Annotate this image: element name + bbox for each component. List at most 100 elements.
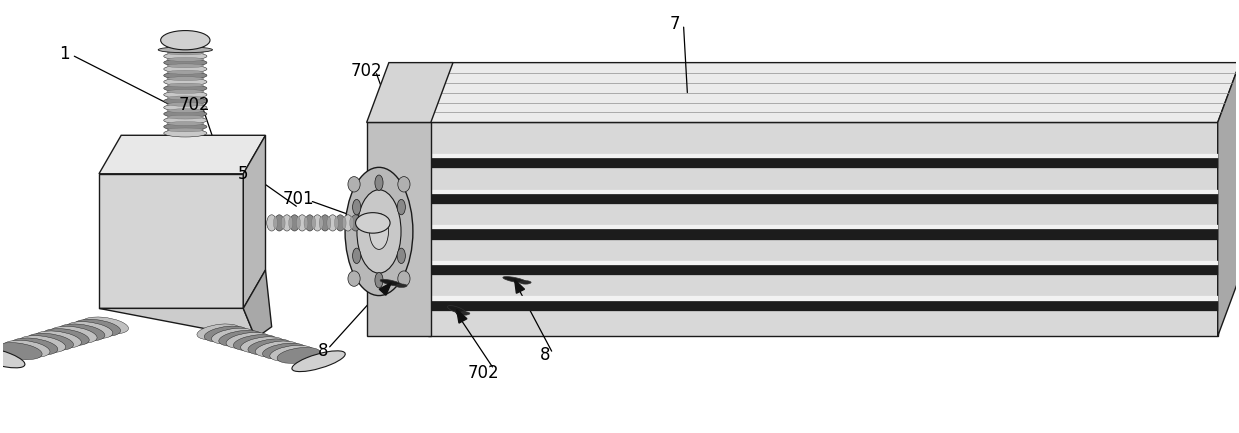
- Text: 8: 8: [318, 342, 328, 360]
- Ellipse shape: [164, 129, 207, 137]
- Ellipse shape: [164, 71, 207, 79]
- Ellipse shape: [167, 115, 203, 119]
- Ellipse shape: [164, 116, 207, 124]
- Polygon shape: [99, 174, 243, 308]
- Ellipse shape: [289, 217, 292, 229]
- Ellipse shape: [19, 336, 66, 352]
- Ellipse shape: [344, 167, 413, 296]
- Ellipse shape: [167, 64, 203, 68]
- Ellipse shape: [320, 217, 323, 229]
- Ellipse shape: [219, 330, 263, 346]
- Ellipse shape: [42, 329, 89, 346]
- Ellipse shape: [169, 126, 203, 134]
- Ellipse shape: [336, 215, 346, 231]
- Ellipse shape: [248, 339, 291, 355]
- Ellipse shape: [348, 271, 361, 286]
- Ellipse shape: [266, 215, 276, 231]
- Ellipse shape: [398, 248, 405, 264]
- Ellipse shape: [167, 122, 203, 126]
- Polygon shape: [1218, 63, 1239, 336]
- Ellipse shape: [353, 248, 361, 264]
- Ellipse shape: [167, 77, 203, 81]
- Ellipse shape: [282, 215, 292, 231]
- Ellipse shape: [296, 217, 300, 229]
- Ellipse shape: [167, 83, 203, 87]
- Ellipse shape: [335, 217, 338, 229]
- Ellipse shape: [274, 217, 278, 229]
- Ellipse shape: [270, 346, 313, 361]
- Ellipse shape: [342, 217, 346, 229]
- Polygon shape: [429, 63, 1239, 123]
- Ellipse shape: [274, 215, 284, 231]
- Text: 5: 5: [238, 165, 249, 183]
- Text: 702: 702: [178, 97, 209, 114]
- Polygon shape: [429, 297, 1218, 301]
- Ellipse shape: [35, 331, 82, 348]
- Ellipse shape: [305, 215, 315, 231]
- Ellipse shape: [447, 306, 466, 314]
- Ellipse shape: [458, 312, 470, 315]
- Ellipse shape: [164, 97, 207, 105]
- Ellipse shape: [255, 341, 299, 357]
- Ellipse shape: [398, 177, 410, 192]
- Polygon shape: [429, 225, 1218, 229]
- Ellipse shape: [167, 70, 203, 74]
- Ellipse shape: [297, 215, 307, 231]
- Ellipse shape: [312, 217, 316, 229]
- Ellipse shape: [348, 177, 361, 192]
- Ellipse shape: [351, 215, 361, 231]
- Text: 8: 8: [540, 346, 551, 365]
- Polygon shape: [429, 261, 1218, 265]
- Ellipse shape: [164, 78, 207, 86]
- Ellipse shape: [349, 217, 353, 229]
- Ellipse shape: [167, 128, 203, 132]
- Ellipse shape: [396, 284, 408, 288]
- Polygon shape: [379, 283, 392, 295]
- Ellipse shape: [212, 328, 255, 344]
- Polygon shape: [429, 123, 1218, 336]
- Ellipse shape: [164, 52, 207, 60]
- Ellipse shape: [74, 319, 120, 336]
- Ellipse shape: [375, 175, 383, 191]
- Ellipse shape: [164, 91, 207, 99]
- Polygon shape: [99, 135, 265, 174]
- Ellipse shape: [357, 190, 401, 273]
- Polygon shape: [429, 229, 1218, 239]
- Ellipse shape: [375, 272, 383, 288]
- Ellipse shape: [503, 277, 527, 283]
- Ellipse shape: [167, 51, 203, 55]
- Ellipse shape: [197, 324, 240, 340]
- Polygon shape: [367, 123, 431, 336]
- Ellipse shape: [225, 333, 270, 349]
- Ellipse shape: [167, 90, 203, 94]
- Ellipse shape: [327, 217, 331, 229]
- Ellipse shape: [240, 337, 284, 353]
- Ellipse shape: [164, 46, 207, 54]
- Ellipse shape: [4, 340, 50, 357]
- Ellipse shape: [281, 217, 285, 229]
- Text: 7: 7: [670, 15, 680, 33]
- Polygon shape: [429, 265, 1218, 275]
- Polygon shape: [99, 308, 255, 338]
- Polygon shape: [367, 63, 453, 123]
- Polygon shape: [457, 310, 467, 323]
- Ellipse shape: [204, 326, 248, 342]
- Text: 1: 1: [59, 45, 69, 63]
- Text: 702: 702: [351, 62, 383, 80]
- Ellipse shape: [278, 347, 321, 363]
- Ellipse shape: [320, 215, 330, 231]
- Ellipse shape: [82, 317, 129, 334]
- Ellipse shape: [369, 213, 389, 249]
- Ellipse shape: [304, 217, 309, 229]
- Ellipse shape: [312, 215, 322, 231]
- Ellipse shape: [58, 324, 105, 341]
- Ellipse shape: [164, 123, 207, 131]
- Ellipse shape: [164, 65, 207, 73]
- Ellipse shape: [164, 110, 207, 118]
- Ellipse shape: [164, 103, 207, 111]
- Ellipse shape: [167, 96, 203, 100]
- Ellipse shape: [11, 338, 58, 355]
- Ellipse shape: [343, 215, 353, 231]
- Ellipse shape: [159, 47, 212, 53]
- Polygon shape: [243, 135, 265, 308]
